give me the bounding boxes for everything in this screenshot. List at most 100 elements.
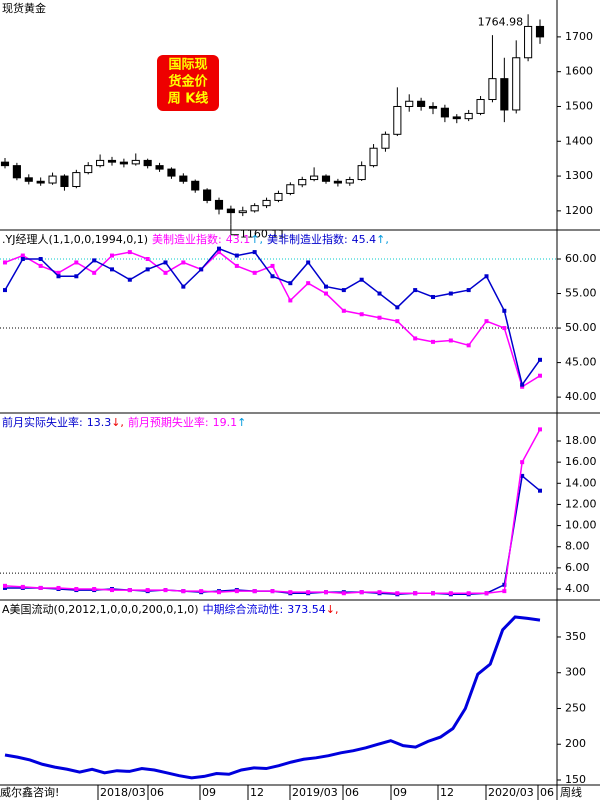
series-marker xyxy=(217,250,221,255)
candle-body xyxy=(238,210,247,214)
y-tick-label: 350 xyxy=(565,630,586,643)
panel-title: A美国流动(0,2012,1,0,0,0,200,0,1,0) xyxy=(2,602,199,616)
candle-body xyxy=(143,159,152,167)
label-box-text: 国际现 xyxy=(168,58,207,73)
series-marker xyxy=(145,267,150,272)
x-tick-label: 2018/03 xyxy=(100,786,146,799)
candle-body xyxy=(24,177,33,182)
y-tick-label: 8.00 xyxy=(565,540,590,553)
x-tick-label: 09 xyxy=(202,786,216,799)
series-marker xyxy=(56,274,61,279)
candle-body xyxy=(72,172,81,188)
series-marker xyxy=(181,260,186,265)
x-tick-label: 06 xyxy=(540,786,554,799)
candle-body xyxy=(417,100,426,107)
series-marker xyxy=(20,584,25,589)
y-tick-label: 1200 xyxy=(565,204,593,217)
series-marker xyxy=(377,315,382,320)
x-tick-label: 12 xyxy=(250,786,264,799)
candle-body xyxy=(155,165,164,170)
candle-body xyxy=(0,161,10,167)
series-marker xyxy=(38,585,43,590)
series-marker xyxy=(3,583,7,588)
series-marker xyxy=(341,288,346,293)
series-marker xyxy=(252,589,257,594)
series-marker xyxy=(324,284,328,289)
x-tick-label: 06 xyxy=(345,786,359,799)
series-marker xyxy=(145,257,150,262)
series-marker xyxy=(252,270,257,275)
legend-name: 美制造业指数: xyxy=(152,232,222,246)
series-marker xyxy=(306,260,311,265)
series-marker xyxy=(306,590,311,595)
y-tick-label: 40.00 xyxy=(565,390,597,403)
legend-value: 373.54 xyxy=(287,603,326,616)
series-marker xyxy=(288,590,293,595)
series-marker xyxy=(538,427,542,432)
series-marker xyxy=(270,274,275,279)
series-marker xyxy=(520,473,525,478)
y-tick-label: 60.00 xyxy=(565,252,597,265)
y-tick-label: 12.00 xyxy=(565,497,597,510)
x-tick-label: 威尔鑫咨询! xyxy=(0,785,59,799)
candle-body xyxy=(226,208,235,214)
series-marker xyxy=(234,263,239,268)
candle-body xyxy=(535,25,545,38)
x-tick-label: 2019/03 xyxy=(292,786,338,799)
series-marker xyxy=(413,591,418,596)
series-marker xyxy=(502,326,507,331)
series-marker xyxy=(324,590,328,595)
x-tick-label: 09 xyxy=(393,786,407,799)
series-marker xyxy=(484,319,489,324)
legend-value: 45.4 xyxy=(352,233,377,246)
series-marker xyxy=(199,589,204,594)
series-marker xyxy=(538,357,542,362)
panel-title: .YJ经理人(1,1,0,0,1994,0,1) xyxy=(2,233,148,246)
candle-body xyxy=(393,105,402,135)
series-marker xyxy=(74,260,79,265)
candle-body xyxy=(179,175,188,182)
series-marker xyxy=(431,339,435,344)
series-marker xyxy=(377,590,382,595)
series-marker xyxy=(324,291,328,296)
candle-body xyxy=(36,180,45,184)
series-marker xyxy=(466,343,471,348)
legend-value: 13.3 xyxy=(87,416,112,429)
candle-body xyxy=(107,159,117,163)
candle-body xyxy=(274,192,283,201)
series-marker xyxy=(431,294,435,299)
legend-trend: ↑ xyxy=(237,416,246,429)
x-tick-label: 2020/03 xyxy=(488,786,534,799)
y-tick-label: 200 xyxy=(565,737,586,750)
y-tick-label: 16.00 xyxy=(565,455,597,468)
series-marker xyxy=(110,253,114,258)
x-tick-label: 周线 xyxy=(560,785,582,799)
y-tick-label: 1300 xyxy=(565,169,593,182)
y-tick-label: 150 xyxy=(565,773,586,786)
panel-header: 前月实际失业率: 13.3↓, 前月预期失业率: 19.1↑ xyxy=(2,415,246,429)
candle-body xyxy=(357,165,366,181)
series-marker xyxy=(502,589,507,594)
candle-body xyxy=(310,175,319,181)
series-marker xyxy=(341,308,346,313)
candle-body xyxy=(524,25,533,59)
series-marker xyxy=(163,270,168,275)
series-marker xyxy=(92,270,97,275)
series-marker xyxy=(288,298,293,303)
series-marker xyxy=(252,250,257,255)
candle-body xyxy=(191,180,200,191)
y-tick-label: 1500 xyxy=(565,99,593,112)
series-marker xyxy=(20,257,25,262)
candle-body xyxy=(167,168,176,177)
candle-body xyxy=(250,205,259,212)
series-marker xyxy=(520,460,525,465)
candle-body xyxy=(452,116,461,120)
candle-body xyxy=(131,159,140,165)
series-marker xyxy=(306,281,311,286)
series-marker xyxy=(3,288,7,293)
y-tick-label: 18.00 xyxy=(565,434,597,447)
series-marker xyxy=(448,338,453,343)
series-marker xyxy=(217,590,221,595)
panel-header: .YJ经理人(1,1,0,0,1994,0,1) 美制造业指数: 43.1↑, 美非制… xyxy=(2,232,389,246)
